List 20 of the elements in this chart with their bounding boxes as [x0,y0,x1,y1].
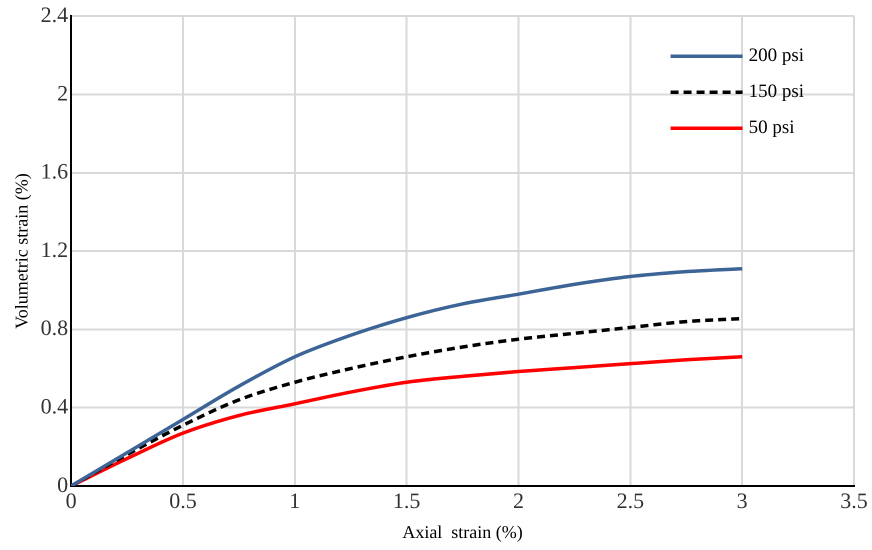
y-tick-label: 1.6 [40,158,68,184]
legend-label: 50 psi [748,117,795,138]
y-tick-label: 0.8 [40,315,68,340]
line-series [71,266,744,486]
y-axis-title: Volumetric strain (%) [12,173,32,329]
x-tick-label: 0.5 [169,488,197,513]
legend-label: 150 psi [748,81,804,102]
x-tick-label: 2.5 [616,488,644,513]
y-tick-label: 2 [57,80,68,106]
y-tick-label: 0.4 [40,393,68,418]
y-tick-label: 0 [57,472,68,497]
x-tick-label: 3.5 [840,488,868,513]
x-tick-label: 2 [512,488,524,513]
x-tick-label: 1.5 [392,488,420,513]
x-axis-title: Axial strain (%) [402,522,523,542]
legend-label: 200 psi [748,45,804,66]
x-tick-label: 1 [289,488,300,513]
x-tick-label: 3 [736,488,748,513]
y-tick-label: 2.4 [40,2,68,27]
y-tick-label: 1.2 [40,236,68,262]
